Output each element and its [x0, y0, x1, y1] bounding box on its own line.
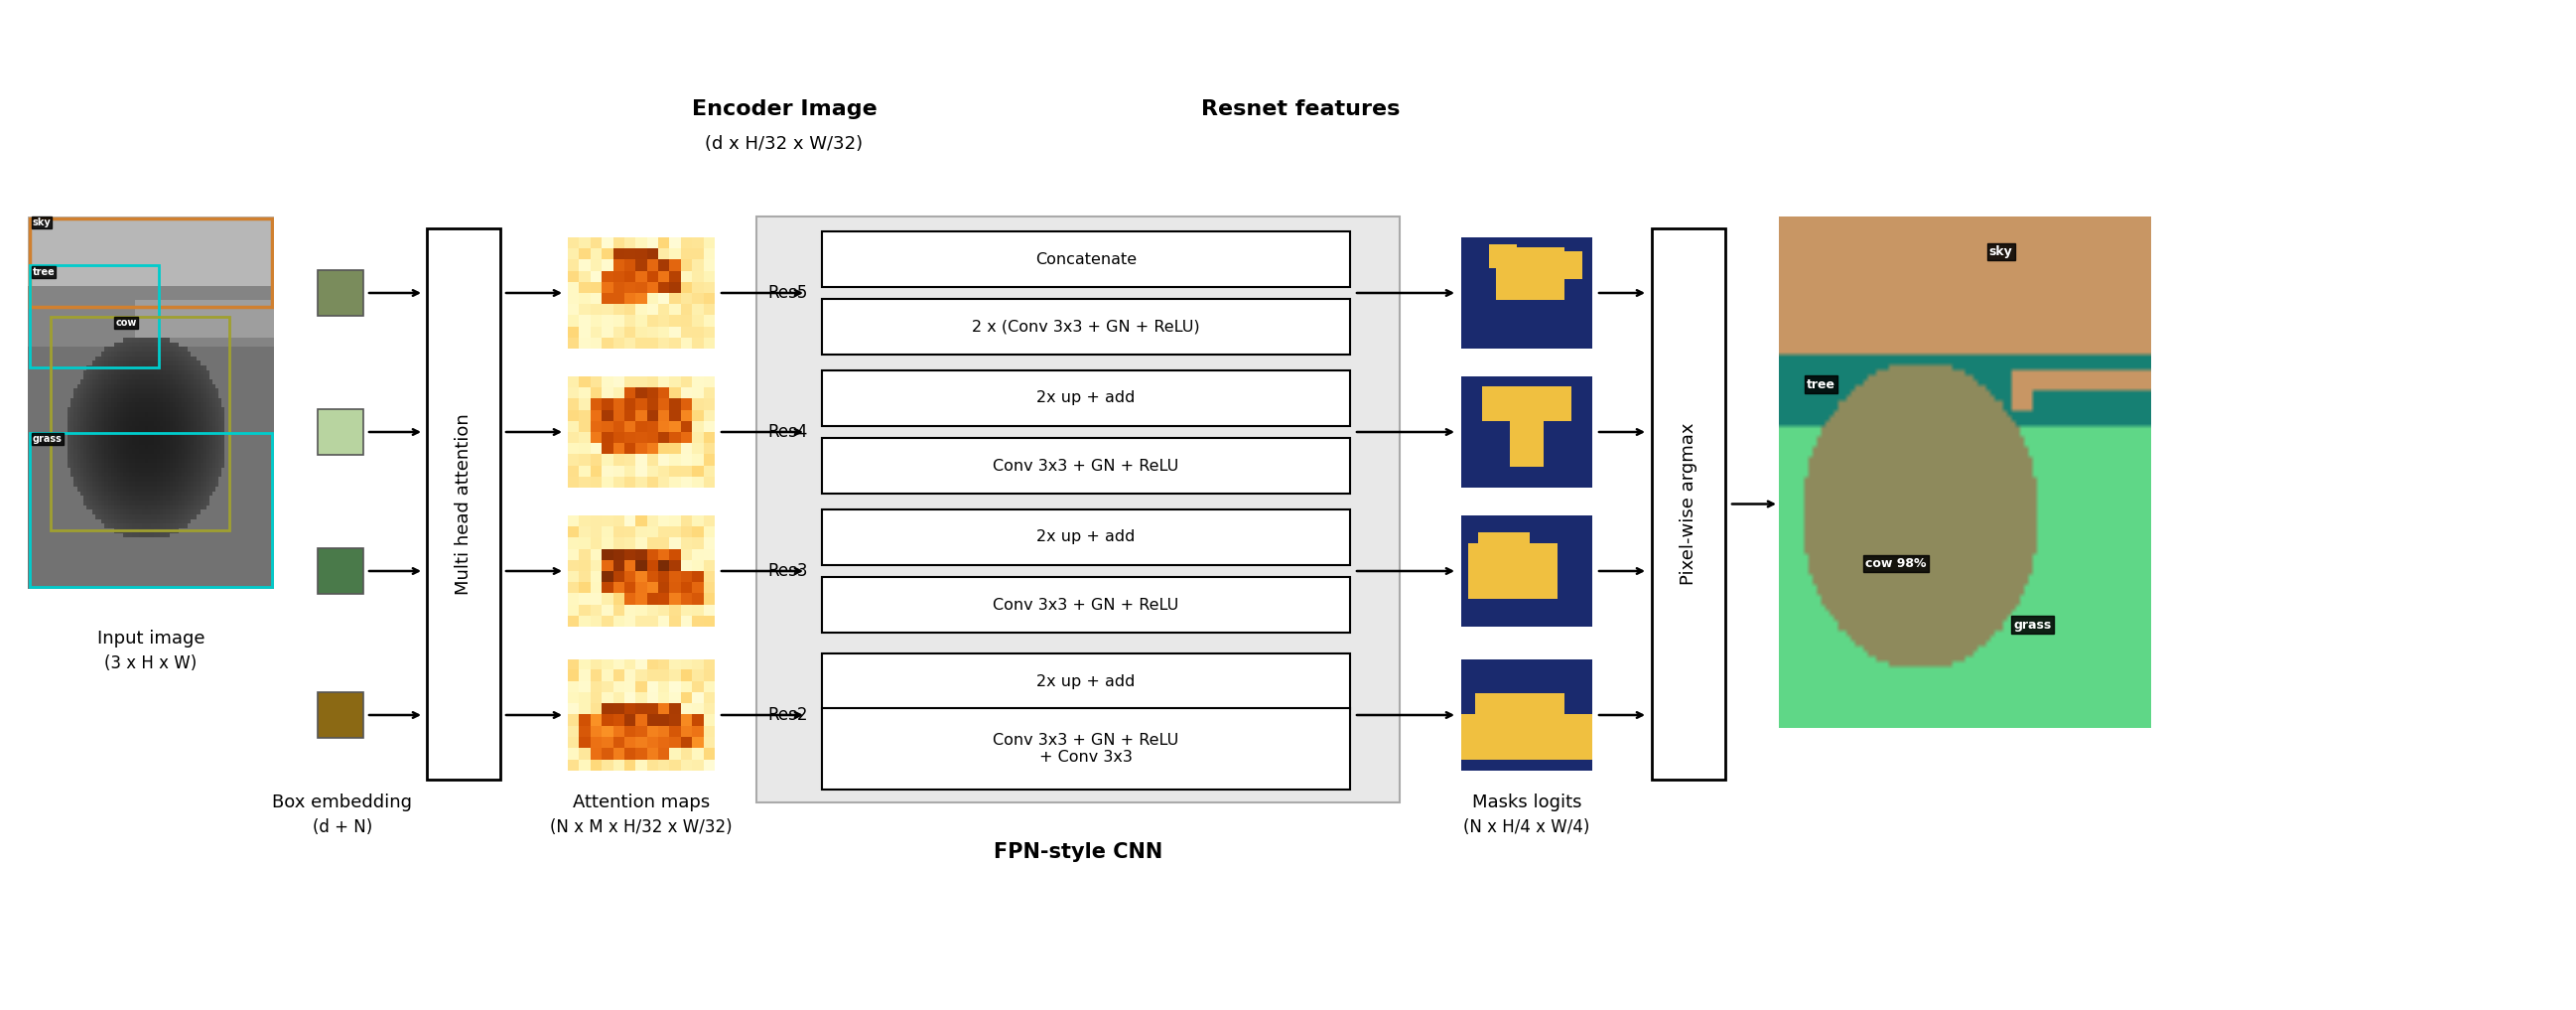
- Text: FPN-style CNN: FPN-style CNN: [994, 842, 1162, 862]
- Text: grass: grass: [33, 434, 62, 444]
- Text: 2x up + add: 2x up + add: [1036, 530, 1136, 544]
- Bar: [757, 216, 1399, 802]
- Bar: [822, 708, 1350, 790]
- Bar: [317, 692, 363, 738]
- Text: Conv 3x3 + GN + ReLU
+ Conv 3x3: Conv 3x3 + GN + ReLU + Conv 3x3: [994, 732, 1180, 765]
- Bar: [428, 228, 500, 780]
- Text: (3 x H x W): (3 x H x W): [106, 654, 198, 673]
- Text: (N x H/4 x W/4): (N x H/4 x W/4): [1463, 818, 1589, 836]
- Text: Concatenate: Concatenate: [1036, 251, 1136, 267]
- Bar: [822, 231, 1350, 287]
- Text: Res2: Res2: [768, 706, 809, 724]
- Bar: [317, 409, 363, 455]
- Text: tree: tree: [1806, 378, 1834, 391]
- Text: Res5: Res5: [768, 284, 809, 302]
- Text: Conv 3x3 + GN + ReLU: Conv 3x3 + GN + ReLU: [994, 597, 1180, 612]
- Bar: [28, 433, 273, 587]
- Text: 2x up + add: 2x up + add: [1036, 674, 1136, 689]
- Text: Encoder Image: Encoder Image: [690, 99, 876, 119]
- Text: (d + N): (d + N): [312, 818, 374, 836]
- Text: sky: sky: [33, 218, 52, 228]
- Text: Pixel-wise argmax: Pixel-wise argmax: [1680, 423, 1698, 585]
- Bar: [52, 316, 229, 530]
- Bar: [1651, 228, 1726, 780]
- Text: 2 x (Conv 3x3 + GN + ReLU): 2 x (Conv 3x3 + GN + ReLU): [971, 319, 1200, 334]
- Text: (d x H/32 x W/32): (d x H/32 x W/32): [706, 135, 863, 153]
- Text: Conv 3x3 + GN + ReLU: Conv 3x3 + GN + ReLU: [994, 459, 1180, 474]
- Text: Resnet features: Resnet features: [1200, 99, 1399, 119]
- Bar: [317, 270, 363, 316]
- Text: tree: tree: [33, 267, 54, 277]
- Text: Masks logits: Masks logits: [1471, 794, 1582, 811]
- Bar: [822, 653, 1350, 709]
- Bar: [822, 509, 1350, 565]
- Bar: [822, 299, 1350, 355]
- Bar: [822, 438, 1350, 494]
- Text: (N x M x H/32 x W/32): (N x M x H/32 x W/32): [551, 818, 732, 836]
- Bar: [317, 548, 363, 594]
- Bar: [822, 577, 1350, 632]
- Text: Res3: Res3: [768, 563, 809, 580]
- Text: 2x up + add: 2x up + add: [1036, 391, 1136, 406]
- Text: cow: cow: [116, 318, 137, 328]
- Text: grass: grass: [2014, 618, 2050, 631]
- Text: Input image: Input image: [98, 629, 204, 647]
- Text: Multi head attention: Multi head attention: [453, 413, 471, 595]
- Text: Box embedding: Box embedding: [273, 794, 412, 811]
- Bar: [28, 266, 160, 368]
- Text: cow 98%: cow 98%: [1865, 557, 1927, 570]
- Bar: [28, 219, 273, 307]
- Text: sky: sky: [1989, 245, 2012, 258]
- Text: Res4: Res4: [768, 423, 809, 441]
- Bar: [822, 371, 1350, 426]
- Text: Attention maps: Attention maps: [572, 794, 711, 811]
